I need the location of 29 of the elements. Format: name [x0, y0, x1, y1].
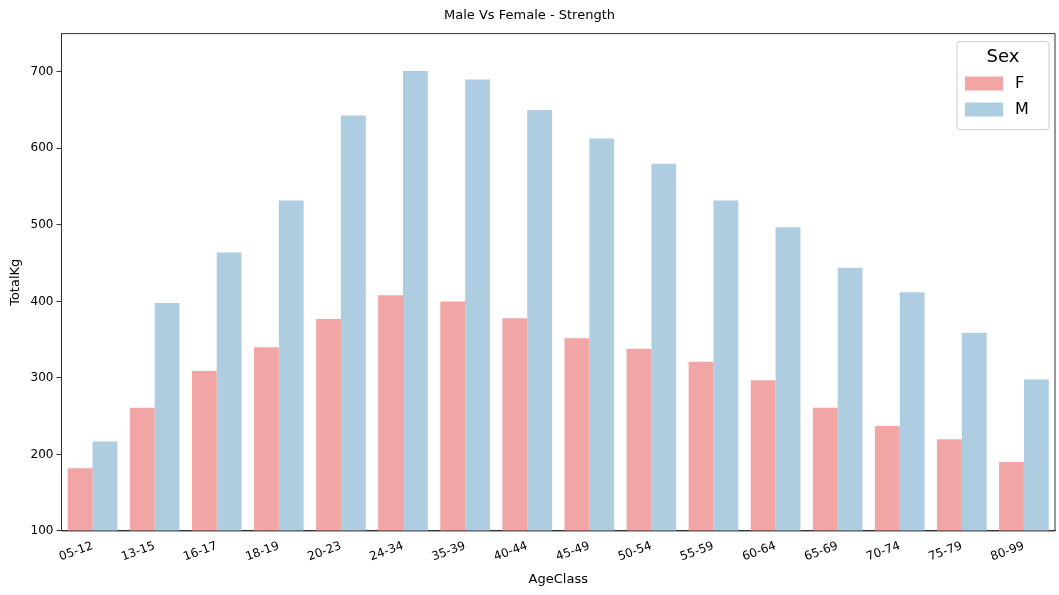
x-tick-label: 24-34 — [367, 538, 406, 564]
legend-title: Sex — [986, 45, 1020, 67]
y-tick-label: 700 — [30, 63, 54, 78]
x-tick-label: 18-19 — [243, 538, 281, 564]
x-tick-label: 05-12 — [57, 538, 95, 564]
x-axis-title: AgeClass — [528, 570, 589, 586]
y-tick-label: 500 — [30, 217, 54, 232]
y-axis-title: TotalKg — [7, 258, 23, 307]
x-tick-label: 35-39 — [429, 538, 468, 564]
x-tick-label: 50-54 — [615, 538, 654, 564]
x-tick-label: 70-74 — [864, 538, 902, 564]
x-tick-label: 40-44 — [491, 538, 530, 564]
legend-label: M — [1015, 98, 1029, 118]
legend-label: F — [1015, 72, 1025, 92]
x-tick-label: 75-79 — [926, 538, 964, 564]
x-tick-label: 13-15 — [119, 538, 157, 564]
x-tick-label: 65-69 — [802, 538, 840, 564]
x-tick-label: 80-99 — [988, 538, 1027, 564]
x-tick-label: 45-49 — [553, 538, 592, 564]
y-tick-label: 400 — [30, 293, 54, 308]
y-tick-label: 300 — [30, 370, 54, 385]
y-tick-label: 200 — [30, 446, 54, 461]
y-tick-label: 600 — [30, 140, 54, 155]
x-tick-label: 20-23 — [305, 538, 344, 564]
x-tick-label: 16-17 — [181, 538, 219, 564]
x-tick-label: 55-59 — [678, 538, 716, 564]
x-tick-label: 60-64 — [740, 538, 778, 564]
y-tick-label: 100 — [30, 523, 54, 538]
chart-title: Male Vs Female - Strength — [444, 7, 615, 23]
